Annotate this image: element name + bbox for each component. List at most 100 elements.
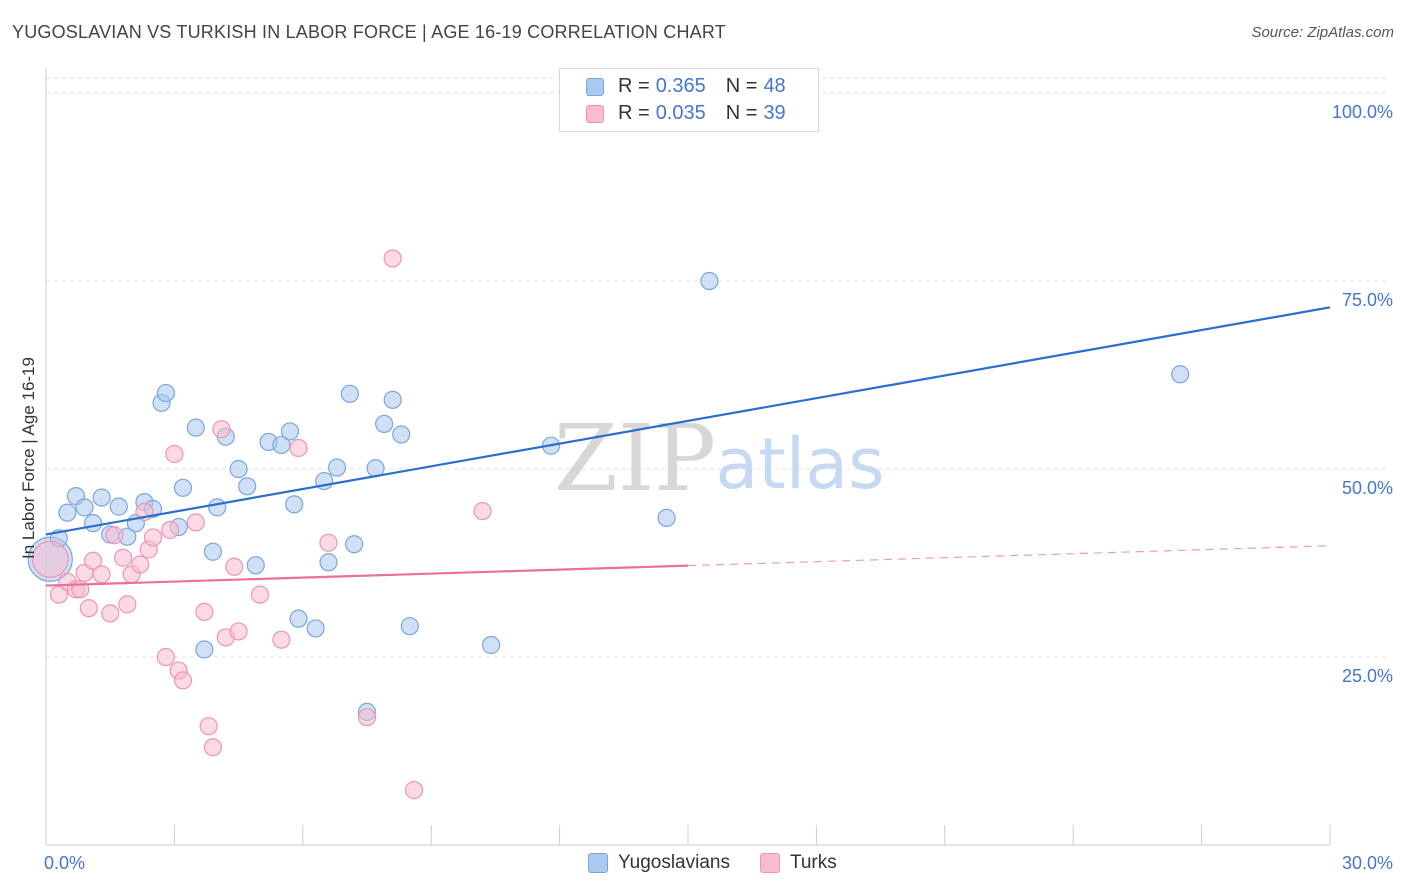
yugoslavian-point (340, 384, 359, 403)
watermark-atlas: atlas (715, 423, 884, 505)
turkish-point (319, 533, 338, 552)
yugoslavian-point (285, 495, 304, 514)
legend-n-value: 48 (763, 75, 786, 97)
turkish-point (105, 526, 124, 545)
yugoslavian-point (383, 390, 402, 409)
turkish-point (383, 249, 402, 268)
turkish-point (131, 555, 150, 574)
legend-n-value: 39 (763, 102, 786, 124)
legend-box: R = 0.365 N = 48 R = 0.035 N = 39 (559, 68, 819, 132)
watermark: ZIP atlas (554, 405, 885, 512)
legend-r-label: R = (618, 75, 650, 97)
yugoslavian-point (195, 640, 214, 659)
legend-r-label: R = (618, 102, 650, 124)
legend-n-label: N = (725, 102, 758, 124)
axes (45, 68, 1331, 846)
turkish-point (195, 602, 214, 621)
turkish-point (212, 420, 231, 439)
bottom-legend-turks: Turks (759, 852, 837, 874)
y-tick-label: 75.0% (1342, 290, 1393, 310)
turkish-point (92, 565, 111, 584)
trend-line-turks-dashed (687, 545, 1331, 567)
turkish-point (101, 604, 120, 623)
yugoslavian-point (238, 477, 257, 496)
turkish-point (272, 630, 291, 649)
watermark-zip: ZIP (554, 405, 716, 512)
turkish-point (199, 717, 218, 736)
turkish-point (229, 622, 248, 641)
turkish-point (83, 551, 103, 570)
yugoslavian-point (203, 542, 223, 561)
turkish-point (250, 585, 270, 604)
turkish-point (143, 528, 163, 547)
yugoslavian-point (186, 418, 205, 437)
yugoslavian-point (280, 422, 300, 441)
yugoslavian-point (92, 488, 111, 507)
legend-n-label: N = (725, 75, 758, 97)
yugoslavian-point (306, 619, 325, 638)
y-tick-label: 100.0% (1332, 102, 1393, 122)
yugoslavian-point (657, 508, 676, 527)
turkish-point (357, 708, 377, 727)
yugoslavian-point (246, 556, 265, 575)
turkish-point (113, 548, 133, 567)
yugoslavian-point (482, 635, 501, 655)
trend-lines (45, 306, 1331, 587)
yugoslavian-point (345, 535, 364, 554)
bottom-legend-label: Yugoslavians (618, 852, 730, 873)
turkish-point (173, 671, 193, 690)
bottom-legend-swatch-pink (759, 853, 780, 873)
source-label: Source: ZipAtlas.com (1251, 24, 1394, 41)
turkish-point (165, 444, 184, 464)
bottom-legend-yugoslavians: Yugoslavians (588, 852, 730, 874)
yugoslavian-point (700, 271, 719, 291)
yugoslavian-point (400, 617, 419, 636)
legend-r-value: 0.365 (655, 75, 706, 97)
turkish-point (186, 513, 205, 532)
bottom-legend-swatch-blue (588, 853, 608, 873)
yugoslavian-point (1171, 365, 1190, 384)
yugoslavian-point (83, 514, 103, 533)
turkish-point (161, 520, 180, 540)
turkish-point (79, 599, 98, 618)
yugoslavian-point (272, 435, 291, 455)
x-tick-label: 0.0% (44, 853, 85, 873)
turkish-point (473, 502, 492, 521)
turkish-point (156, 647, 175, 667)
yugoslavian-point (156, 383, 175, 403)
legend-swatch-pink (586, 104, 604, 123)
yugoslavian-point (75, 498, 94, 517)
turkish-point (404, 781, 424, 800)
y-tick-label: 25.0% (1342, 666, 1393, 686)
y-axis-label: In Labor Force | Age 16-19 (19, 357, 38, 559)
yugoslavian-point (327, 458, 347, 477)
yugoslavian-point (208, 498, 227, 517)
bottom-legend-label: Turks (789, 852, 837, 873)
legend-row-yugoslavians: R = 0.365 N = 48 (586, 75, 786, 98)
x-tick-label: 30.0% (1342, 853, 1393, 873)
turkish-point (31, 540, 69, 578)
legend-swatch-blue (586, 77, 604, 96)
grid-lines (46, 77, 1390, 658)
turkish-point (289, 438, 308, 458)
yugoslavian-point (109, 497, 128, 516)
bottom-legend: Yugoslavians Turks (588, 852, 867, 874)
yugoslavian-point (319, 553, 338, 572)
yugoslavian-point (375, 414, 394, 434)
turkish-point (203, 738, 223, 757)
y-tick-label: 50.0% (1342, 478, 1393, 498)
legend-row-turks: R = 0.035 N = 39 (586, 102, 786, 125)
chart-title: YUGOSLAVIAN VS TURKISH IN LABOR FORCE | … (12, 22, 726, 42)
turkish-point (225, 557, 244, 576)
trend-line-turks (45, 564, 689, 587)
yugoslavian-point (229, 459, 248, 479)
yugoslavian-point (392, 425, 411, 444)
yugoslavian-point (173, 478, 193, 497)
yugoslavian-point (289, 609, 308, 628)
turkish-point (118, 595, 137, 614)
legend-r-value: 0.035 (655, 102, 706, 124)
yugoslavian-point (58, 503, 77, 522)
tick-labels: 25.0% 50.0% 75.0% 100.0% 0.0% 30.0% (44, 102, 1393, 873)
trend-line-yugoslavians (45, 306, 1331, 536)
